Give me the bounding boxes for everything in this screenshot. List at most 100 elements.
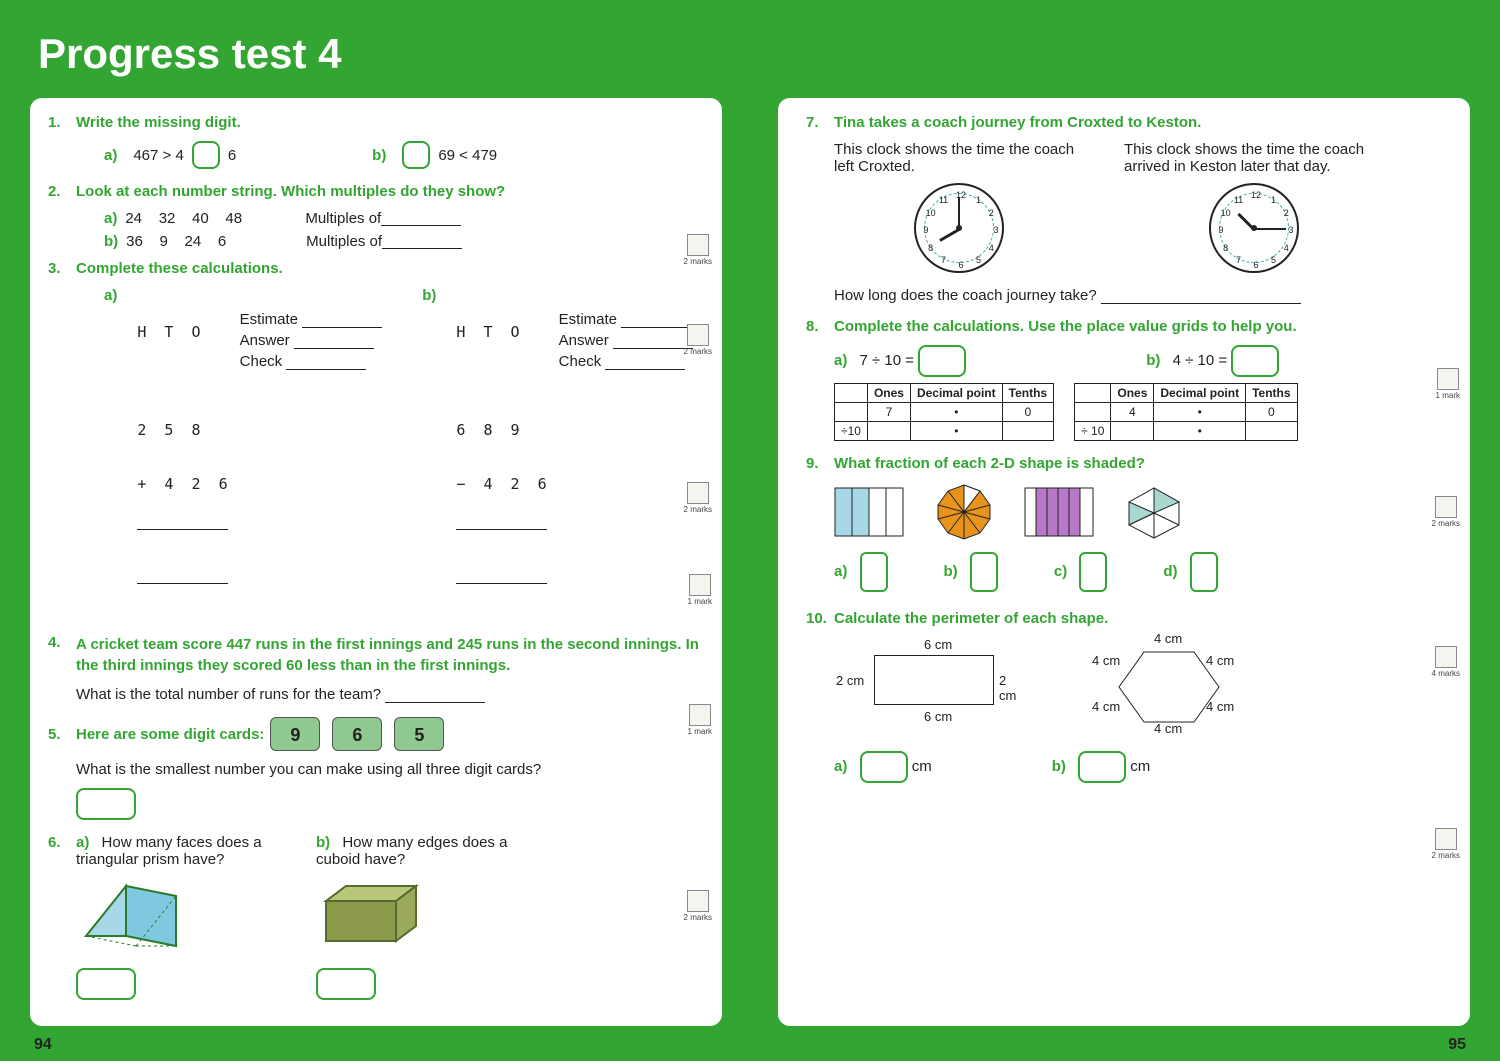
q10b-blank[interactable] [1078, 751, 1126, 783]
qnum-8: 8. [806, 318, 834, 335]
q8-tables: OnesDecimal pointTenths 7•0 ÷10• OnesDec… [834, 383, 1452, 441]
q3b-hto: H T O [456, 323, 546, 341]
qnum-3: 3. [48, 260, 76, 277]
q7-sub: How long does the coach journey take? [834, 287, 1452, 304]
q4-text: A cricket team score 447 runs in the fir… [76, 634, 704, 676]
question-7: 7. Tina takes a coach journey from Croxt… [806, 114, 1452, 131]
q2b-mult: Multiples of [306, 233, 382, 250]
q3a-chk: Check [240, 353, 283, 370]
q3a-est-blank[interactable] [302, 314, 382, 328]
q3b-r1: 6 8 9 [456, 421, 546, 439]
q9c-blank[interactable] [1079, 552, 1107, 592]
q8b-eq: 4 ÷ 10 = [1173, 352, 1228, 369]
q8a-eq: 7 ÷ 10 = [860, 352, 915, 369]
q9c-label: c) [1054, 563, 1067, 580]
q9b-blank[interactable] [970, 552, 998, 592]
shape-rect2 [1024, 487, 1094, 537]
q8b-blank[interactable] [1231, 345, 1279, 377]
qnum-10: 10. [806, 610, 834, 627]
qnum-7: 7. [806, 114, 834, 131]
clock-right: 123456789101112 [1209, 183, 1299, 273]
q3a-r2: + 4 2 6 [137, 475, 227, 493]
q1-marks: 2 marks [684, 234, 712, 266]
digit-card-1: 6 [332, 717, 382, 751]
q10a-label: a) [834, 758, 847, 775]
hex-br: 4 cm [1206, 699, 1234, 714]
q2b-blank[interactable] [382, 235, 462, 249]
q9-answers: a) b) c) d) [834, 552, 1452, 592]
q4-sub: What is the total number of runs for the… [76, 686, 704, 703]
q1a-before: 467 > 4 [133, 147, 183, 164]
question-8: 8. Complete the calculations. Use the pl… [806, 318, 1452, 335]
triangular-prism-icon [76, 876, 186, 956]
q9-shapes [834, 482, 1452, 542]
q3a-label: a) [104, 287, 117, 620]
q3a-hto: H T O [137, 323, 227, 341]
digit-card-2: 5 [394, 717, 444, 751]
hex-tl: 4 cm [1092, 653, 1120, 668]
q3a-est: Estimate [240, 311, 298, 328]
q3b-r2: − 4 2 6 [456, 475, 546, 493]
q10a-blank[interactable] [860, 751, 908, 783]
q1a-label: a) [104, 147, 117, 164]
q10-text: Calculate the perimeter of each shape. [834, 610, 1452, 627]
q10b-cm: cm [1130, 758, 1150, 775]
q3b-est: Estimate [559, 311, 617, 328]
q4-marks: 1 mark [688, 574, 712, 606]
q2b-label: b) [104, 233, 118, 250]
q7-text: Tina takes a coach journey from Croxted … [834, 114, 1452, 131]
q5-blank[interactable] [76, 788, 136, 820]
q9d-label: d) [1163, 563, 1177, 580]
q9a-label: a) [834, 563, 847, 580]
q3b-chk: Check [559, 353, 602, 370]
q9d-blank[interactable] [1190, 552, 1218, 592]
qnum-9: 9. [806, 455, 834, 472]
qnum-1: 1. [48, 114, 76, 131]
q3a-ans-blank[interactable] [294, 335, 374, 349]
qnum-4: 4. [48, 634, 76, 651]
q6a-blank[interactable] [76, 968, 136, 1000]
question-3: 3. Complete these calculations. [48, 260, 704, 277]
hex-t: 4 cm [1154, 631, 1182, 646]
q10b-label: b) [1052, 758, 1066, 775]
q6b-text: How many edges does a cuboid have? [316, 834, 507, 868]
q4-blank[interactable] [385, 689, 485, 703]
q7-left-caption: This clock shows the time the coach left… [834, 141, 1084, 175]
q4-subtext: What is the total number of runs for the… [76, 686, 381, 703]
q3b-ans-blank[interactable] [613, 335, 693, 349]
q3b-chk-blank[interactable] [605, 356, 685, 370]
q3b-ans: Answer [559, 332, 609, 349]
q6a-text: How many faces does a triangular prism h… [76, 834, 262, 868]
q2a-blank[interactable] [381, 212, 461, 226]
q7-marks: 1 mark [1436, 368, 1460, 400]
q1b-after: 69 < 479 [438, 147, 497, 164]
q8a-table: OnesDecimal pointTenths 7•0 ÷10• [834, 383, 1054, 441]
hex-bl: 4 cm [1092, 699, 1120, 714]
q10-rect-top: 6 cm [924, 637, 952, 652]
q2-text: Look at each number string. Which multip… [76, 183, 704, 200]
page-title: Progress test 4 [0, 0, 1500, 98]
q5-marks: 1 mark [688, 704, 712, 736]
question-1: 1. Write the missing digit. [48, 114, 704, 131]
question-9: 9. What fraction of each 2-D shape is sh… [806, 455, 1452, 472]
q9a-blank[interactable] [860, 552, 888, 592]
q6-marks: 2 marks [684, 890, 712, 922]
q8a-blank[interactable] [918, 345, 966, 377]
q1a-blank[interactable] [192, 141, 220, 169]
q8-marks: 2 marks [1432, 496, 1460, 528]
q5-text: Here are some digit cards: [76, 726, 264, 743]
q10-shapes: 6 cm 6 cm 2 cm 2 cm 4 cm 4 cm 4 cm 4 cm … [834, 637, 1452, 737]
q7-right-caption: This clock shows the time the coach arri… [1124, 141, 1384, 175]
q2-marks: 2 marks [684, 324, 712, 356]
pagenum-right: 95 [1448, 1036, 1466, 1054]
q3-parts: a) H T O 2 5 8 + 4 2 6 Estimate Answer C… [104, 287, 704, 620]
q8b-table: OnesDecimal pointTenths 4•0 ÷ 10• [1074, 383, 1297, 441]
q1b-blank[interactable] [402, 141, 430, 169]
q1b-label: b) [372, 147, 386, 164]
q10-rect-right: 2 cm [999, 673, 1024, 703]
digit-card-0: 9 [270, 717, 320, 751]
q7-blank[interactable] [1101, 290, 1301, 304]
q3a-chk-blank[interactable] [286, 356, 366, 370]
q6b-blank[interactable] [316, 968, 376, 1000]
hex-b: 4 cm [1154, 721, 1182, 736]
